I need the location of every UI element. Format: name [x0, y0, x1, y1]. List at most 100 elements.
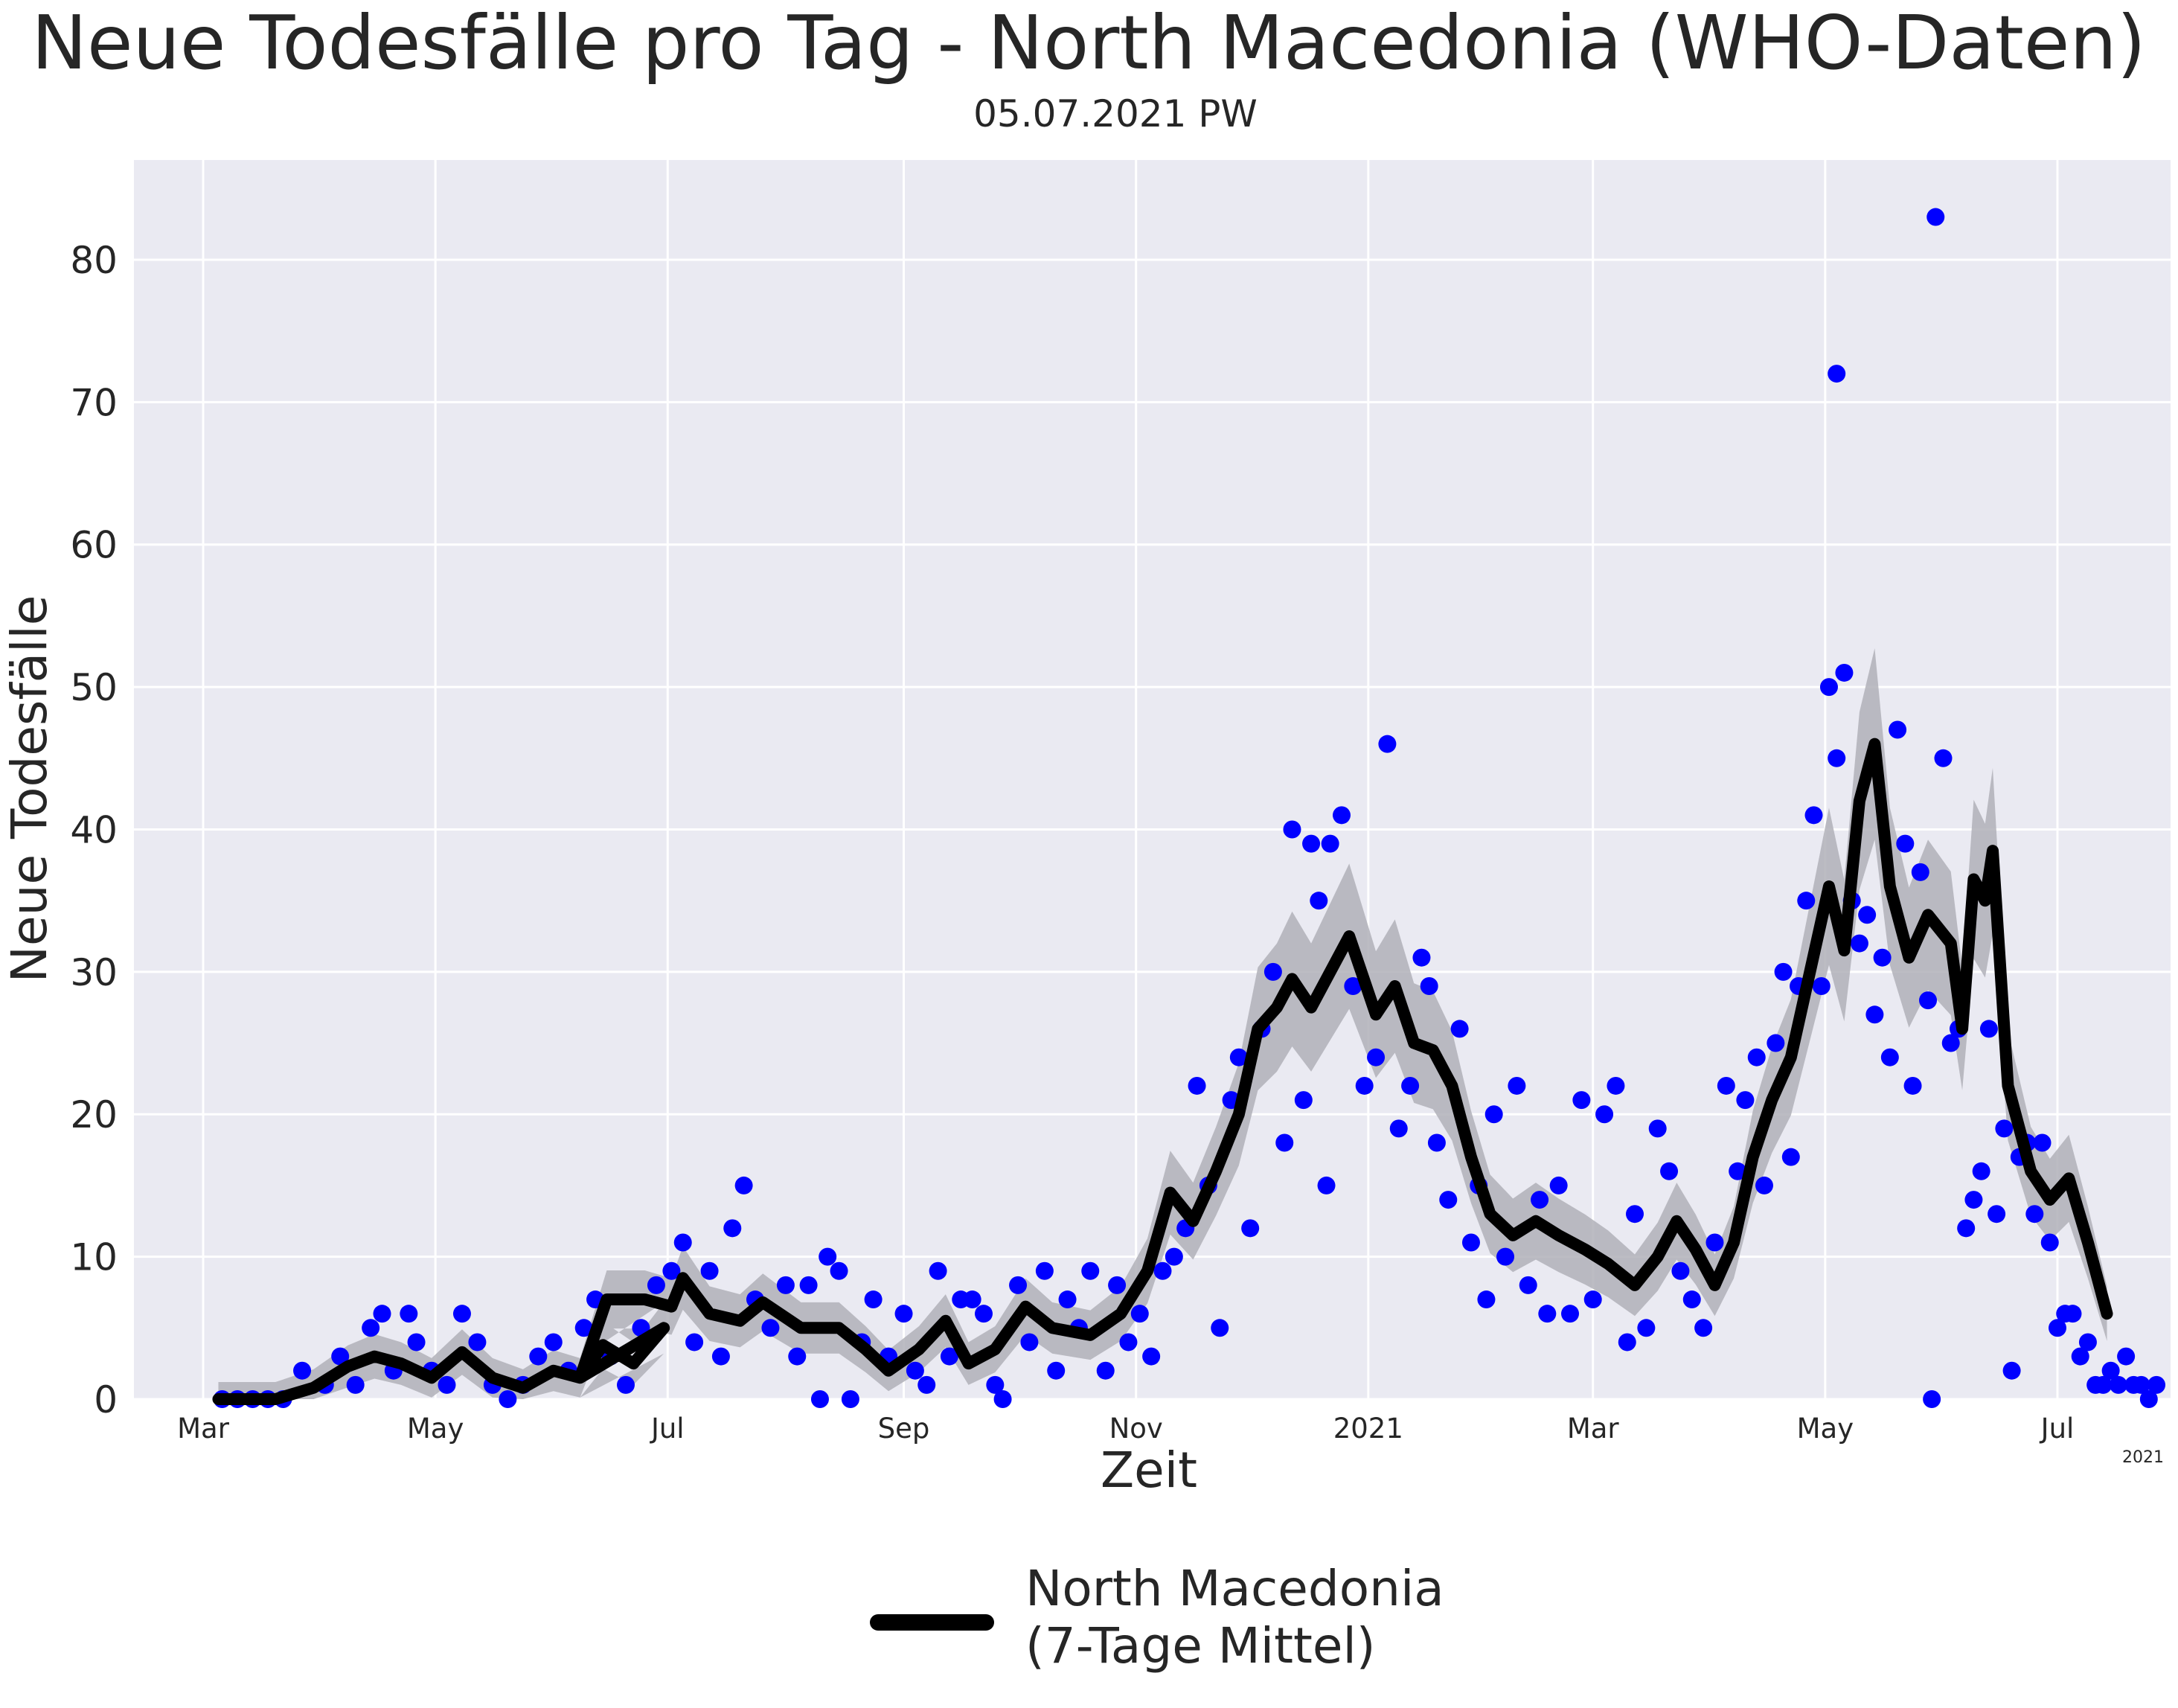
daily-point	[1964, 1191, 1983, 1209]
daily-point	[1797, 892, 1816, 910]
daily-point	[940, 1347, 958, 1366]
daily-point	[1671, 1261, 1690, 1280]
daily-point	[1911, 863, 1929, 881]
daily-point	[1461, 1233, 1480, 1252]
daily-point	[362, 1319, 380, 1337]
daily-point	[1637, 1319, 1656, 1337]
daily-point	[1389, 1119, 1408, 1138]
daily-point	[1450, 1020, 1469, 1038]
x-axis-label: Zeit	[1101, 1442, 1197, 1499]
daily-point	[1873, 948, 1892, 967]
daily-point	[929, 1261, 947, 1280]
plot-area	[134, 160, 2171, 1399]
daily-point	[1972, 1162, 1990, 1180]
daily-point	[2033, 1133, 2052, 1152]
daily-point	[1081, 1261, 1100, 1280]
daily-point	[1519, 1276, 1537, 1294]
y-tick-label: 40	[70, 808, 118, 851]
daily-point	[2078, 1333, 2097, 1352]
daily-point	[407, 1333, 426, 1352]
daily-point	[1538, 1305, 1557, 1323]
daily-point	[1263, 962, 1282, 981]
y-tick-label: 60	[70, 524, 118, 567]
daily-point	[1865, 1005, 1884, 1024]
daily-point	[1729, 1162, 1747, 1180]
daily-point	[1941, 1034, 1960, 1052]
daily-point	[2049, 1319, 2066, 1337]
daily-point	[1561, 1305, 1580, 1323]
daily-point	[974, 1305, 993, 1323]
daily-point	[841, 1390, 859, 1408]
daily-point	[830, 1261, 848, 1280]
daily-point	[1317, 1176, 1336, 1194]
daily-point	[1804, 806, 1823, 825]
daily-point	[2094, 1375, 2113, 1394]
daily-point	[685, 1333, 704, 1352]
daily-point	[647, 1276, 665, 1294]
daily-point	[346, 1375, 365, 1394]
daily-point	[1880, 1048, 1899, 1066]
daily-point	[1241, 1219, 1260, 1238]
daily-point	[993, 1390, 1012, 1408]
daily-point	[1119, 1333, 1138, 1352]
confidence-band	[218, 648, 2107, 1399]
daily-point	[574, 1319, 593, 1337]
daily-point	[2147, 1375, 2166, 1394]
band-area	[218, 648, 2107, 1399]
daily-point	[673, 1233, 692, 1252]
daily-point	[1717, 1076, 1735, 1095]
daily-point	[662, 1261, 681, 1280]
legend: North Macedonia (7-Tage Mittel)	[870, 1560, 1460, 1675]
daily-point	[1283, 820, 1301, 839]
daily-point	[1229, 1048, 1248, 1066]
daily-point	[1188, 1076, 1206, 1095]
daily-point	[1812, 977, 1831, 995]
daily-point	[1058, 1290, 1077, 1309]
y-tick-label: 0	[94, 1378, 118, 1421]
daily-point	[1355, 1076, 1374, 1095]
x-tick-label: Jul	[2040, 1413, 2075, 1445]
daily-point	[1009, 1276, 1028, 1294]
daily-point	[1736, 1091, 1755, 1110]
daily-point	[1047, 1361, 1066, 1380]
daily-point	[1165, 1247, 1183, 1266]
x-tick-label: May	[407, 1413, 464, 1445]
daily-point	[1130, 1305, 1149, 1323]
legend-label: North Macedonia (7-Tage Mittel)	[1025, 1560, 1460, 1675]
daily-point	[1321, 834, 1339, 853]
daily-point	[1995, 1119, 2014, 1138]
daily-point	[1828, 749, 1846, 767]
daily-point	[1903, 1076, 1922, 1095]
daily-point	[819, 1247, 837, 1266]
daily-point	[1781, 1148, 1800, 1166]
daily-point	[1508, 1076, 1526, 1095]
daily-point	[1484, 1105, 1503, 1124]
daily-point	[1427, 1133, 1446, 1152]
daily-point	[1979, 1020, 1998, 1038]
legend-label-line-2: (7-Tage Mittel)	[1025, 1617, 1376, 1675]
daily-point	[1850, 934, 1868, 953]
y-tick-label: 20	[70, 1093, 118, 1136]
daily-point	[529, 1347, 548, 1366]
daily-point	[1477, 1290, 1496, 1309]
daily-point	[331, 1347, 350, 1366]
daily-point	[2040, 1233, 2059, 1252]
daily-point	[723, 1219, 742, 1238]
x-tick-label: Nov	[1109, 1413, 1163, 1445]
daily-point	[1439, 1191, 1458, 1209]
x-offset-label: 2021	[2122, 1448, 2164, 1467]
daily-point	[1367, 1048, 1386, 1066]
daily-point	[2063, 1305, 2082, 1323]
y-tick-label: 10	[70, 1236, 118, 1279]
x-tick-label: Jul	[650, 1413, 685, 1445]
daily-point	[2109, 1375, 2127, 1394]
daily-point	[1142, 1347, 1161, 1366]
mean-line	[212, 738, 2113, 1405]
daily-point	[1583, 1290, 1602, 1309]
x-tick-label: Mar	[1567, 1413, 1620, 1445]
daily-point	[1934, 749, 1953, 767]
daily-point	[1889, 720, 1907, 739]
daily-point	[761, 1319, 780, 1337]
daily-point	[1618, 1333, 1636, 1352]
